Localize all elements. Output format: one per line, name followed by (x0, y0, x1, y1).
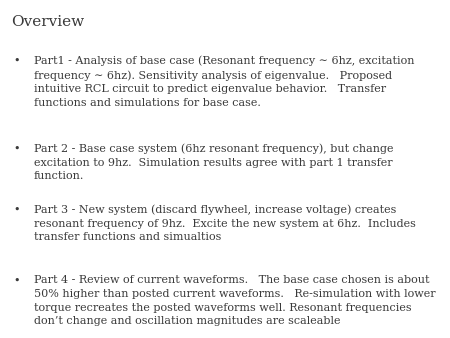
Text: •: • (14, 144, 20, 154)
Text: Part 4 - Review of current waveforms.   The base case chosen is about
50% higher: Part 4 - Review of current waveforms. Th… (34, 275, 436, 326)
Text: Overview: Overview (11, 15, 85, 29)
Text: Part 2 - Base case system (6hz resonant frequency), but change
excitation to 9hz: Part 2 - Base case system (6hz resonant … (34, 144, 393, 182)
Text: •: • (14, 56, 20, 66)
Text: •: • (14, 204, 20, 215)
Text: •: • (14, 275, 20, 286)
Text: Part1 - Analysis of base case (Resonant frequency ∼ 6hz, excitation
frequency ∼ : Part1 - Analysis of base case (Resonant … (34, 56, 414, 108)
Text: Part 3 - New system (discard flywheel, increase voltage) creates
resonant freque: Part 3 - New system (discard flywheel, i… (34, 204, 416, 242)
